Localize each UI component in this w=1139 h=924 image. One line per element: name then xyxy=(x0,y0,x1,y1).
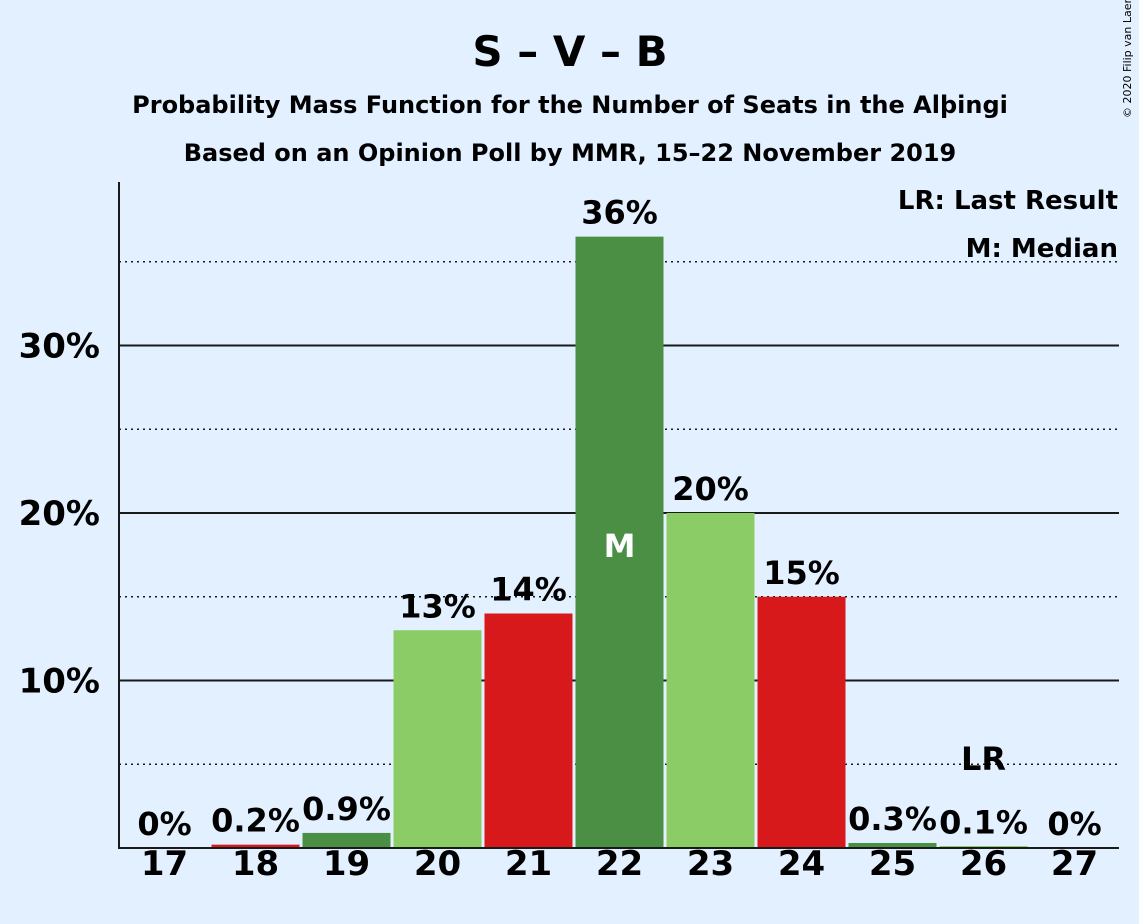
value-labels: 0% 0.2% 0.9% 13% 14% 36% 20% 15% 0.3% 0.1% 0% M LR xyxy=(137,194,1101,843)
bar-23 xyxy=(666,513,755,848)
bars xyxy=(211,236,1028,848)
y-tick-label: 30% xyxy=(19,327,100,367)
value-label-18: 0.2% xyxy=(211,802,300,840)
value-label-25: 0.3% xyxy=(848,800,937,838)
value-label-20: 13% xyxy=(399,587,476,625)
median-marker: M xyxy=(604,527,636,565)
x-tick-label: 25 xyxy=(869,844,916,884)
y-axis-ticks: 10% 20% 30% xyxy=(19,327,100,702)
value-label-21: 14% xyxy=(490,571,567,609)
chart-subtitle-1: Probability Mass Function for the Number… xyxy=(132,91,1008,119)
x-tick-label: 17 xyxy=(141,844,188,884)
value-label-22: 36% xyxy=(581,194,658,232)
value-label-17: 0% xyxy=(137,805,191,843)
x-tick-label: 20 xyxy=(414,844,461,884)
x-tick-label: 22 xyxy=(596,844,643,884)
x-tick-label: 19 xyxy=(323,844,370,884)
value-label-27: 0% xyxy=(1047,805,1101,843)
x-tick-label: 18 xyxy=(232,844,279,884)
value-label-26: 0.1% xyxy=(939,803,1028,841)
x-tick-label: 27 xyxy=(1051,844,1098,884)
value-label-19: 0.9% xyxy=(302,790,391,828)
x-tick-label: 24 xyxy=(778,844,825,884)
y-tick-label: 10% xyxy=(19,662,100,702)
bar-19 xyxy=(302,832,391,848)
legend-median: M: Median xyxy=(966,234,1118,264)
chart-title: S – V – B xyxy=(472,27,667,76)
x-tick-label: 23 xyxy=(687,844,734,884)
chart-subtitle-2: Based on an Opinion Poll by MMR, 15–22 N… xyxy=(184,139,957,167)
value-label-24: 15% xyxy=(763,554,840,592)
legend-last-result: LR: Last Result xyxy=(898,186,1118,216)
x-axis-ticks: 17 18 19 20 21 22 23 24 25 26 27 xyxy=(141,844,1098,884)
copyright: © 2020 Filip van Laenen xyxy=(1121,0,1134,118)
value-label-23: 20% xyxy=(672,470,749,508)
bar-21 xyxy=(484,613,573,848)
bar-24 xyxy=(757,596,846,848)
x-tick-label: 26 xyxy=(960,844,1007,884)
bar-18 xyxy=(211,844,300,848)
bar-22 xyxy=(575,236,664,848)
y-tick-label: 20% xyxy=(19,494,100,534)
bar-20 xyxy=(393,630,482,848)
x-tick-label: 21 xyxy=(505,844,552,884)
last-result-marker: LR xyxy=(961,740,1006,778)
bar-25 xyxy=(848,842,937,848)
